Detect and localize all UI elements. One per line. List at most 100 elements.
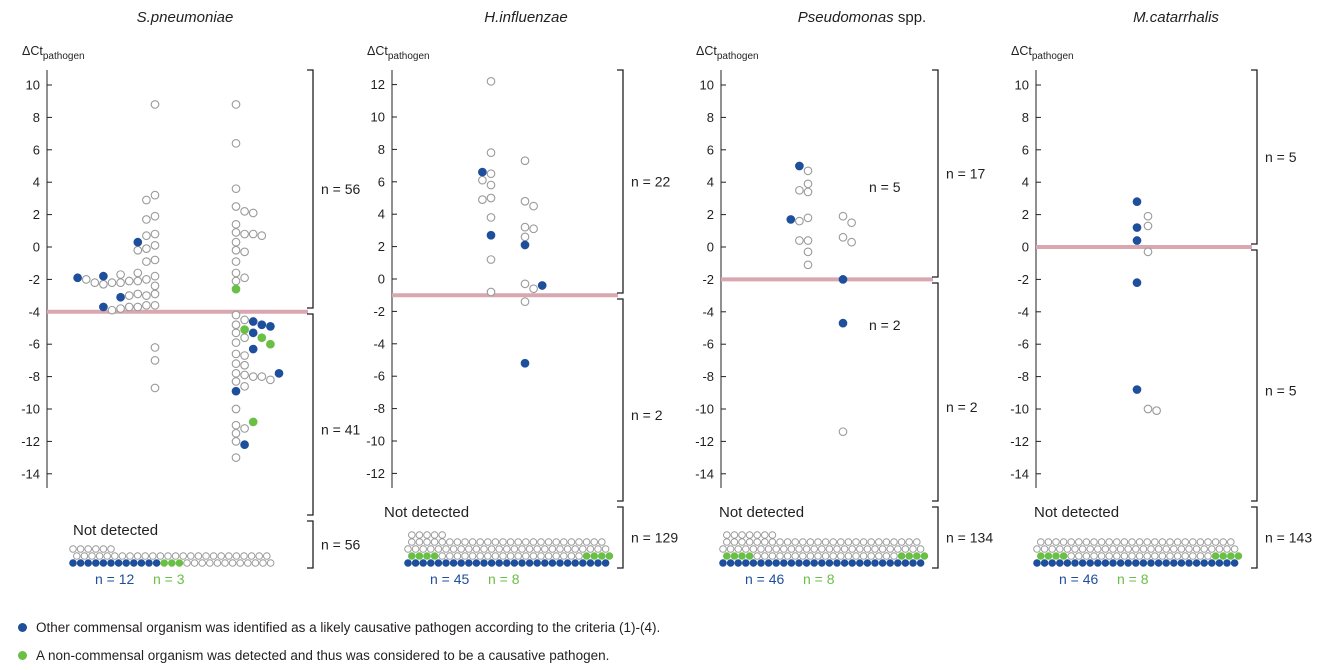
count-above-label: n = 5 bbox=[1265, 149, 1297, 165]
not-detected-dot-open bbox=[468, 552, 477, 560]
not-detected-dot-open bbox=[544, 552, 553, 560]
data-point-blue bbox=[73, 273, 82, 283]
y-tick-label: 2 bbox=[378, 239, 385, 254]
not-detected-dot-open bbox=[1181, 538, 1189, 546]
not-detected-blue-count: n = 45 bbox=[430, 571, 470, 587]
bracket-above bbox=[932, 69, 939, 278]
data-point-open bbox=[520, 279, 530, 289]
not-detected-dot-open bbox=[916, 545, 925, 553]
data-point-open bbox=[231, 328, 241, 338]
not-detected-dot-open bbox=[753, 538, 762, 546]
panel-title-suffix: spp. bbox=[894, 9, 927, 26]
not-detected-dot-open bbox=[594, 545, 602, 553]
not-detected-dot-open bbox=[244, 559, 252, 567]
not-detected-dot-open bbox=[1033, 545, 1041, 553]
legend-blue-dot-icon bbox=[18, 623, 27, 632]
y-axis-label-main: ΔCt bbox=[22, 44, 43, 58]
y-tick-label: -12 bbox=[21, 434, 40, 449]
data-point-open bbox=[795, 216, 804, 226]
not-detected-dot-open bbox=[552, 552, 561, 560]
data-point-open bbox=[486, 77, 496, 86]
data-point-open bbox=[99, 279, 108, 289]
data-point-green bbox=[231, 284, 241, 294]
not-detected-dot-open bbox=[1151, 552, 1159, 560]
count-above-label: n = 56 bbox=[321, 181, 361, 197]
not-detected-dot-blue bbox=[137, 559, 146, 567]
bracket-not-detected bbox=[617, 506, 624, 569]
y-tick-label: 2 bbox=[33, 207, 40, 222]
not-detected-dot-open bbox=[745, 538, 754, 546]
not-detected-dot-open bbox=[251, 559, 260, 567]
data-point-open bbox=[142, 244, 151, 253]
data-point-open bbox=[486, 193, 496, 203]
not-detected-dot-open bbox=[1215, 545, 1224, 553]
not-detected-dot-open bbox=[875, 552, 883, 560]
not-detected-dot-open bbox=[411, 545, 420, 553]
y-axis-label: ΔCtpathogen bbox=[22, 44, 85, 62]
not-detected-dot-open bbox=[1166, 552, 1174, 560]
not-detected-dot-open bbox=[859, 538, 868, 546]
not-detected-dot-blue bbox=[878, 559, 887, 567]
not-detected-dot-open bbox=[726, 545, 735, 553]
not-detected-dot-open bbox=[1075, 538, 1083, 546]
data-point-open bbox=[240, 207, 249, 216]
count-not-detected-label: n = 134 bbox=[946, 530, 993, 546]
not-detected-dot-open bbox=[867, 538, 876, 546]
not-detected-dot-open bbox=[1124, 545, 1132, 553]
data-point-blue bbox=[1132, 197, 1142, 206]
legend-green-text: A non-commensal organism was detected an… bbox=[36, 648, 610, 663]
not-detected-dot-blue bbox=[833, 559, 841, 567]
not-detected-dot-open bbox=[1185, 545, 1193, 553]
not-detected-dot-open bbox=[1097, 552, 1106, 560]
not-detected-dot-open bbox=[734, 545, 743, 553]
not-detected-dot-open bbox=[1082, 552, 1091, 560]
y-tick-label: 8 bbox=[378, 142, 385, 157]
not-detected-dot-open bbox=[183, 559, 191, 567]
not-detected-dot-open bbox=[446, 538, 454, 546]
data-point-blue bbox=[116, 292, 125, 302]
not-detected-dot-open bbox=[1048, 545, 1056, 553]
y-tick-label: 0 bbox=[707, 240, 714, 255]
not-detected-dot-green bbox=[160, 559, 168, 567]
not-detected-dot-green bbox=[168, 559, 176, 567]
data-point-blue bbox=[478, 167, 487, 177]
not-detected-dot-open bbox=[780, 545, 788, 553]
not-detected-dot-open bbox=[95, 552, 104, 560]
data-point-open bbox=[1143, 404, 1153, 414]
data-point-open bbox=[150, 211, 160, 221]
not-detected-dot-blue bbox=[787, 559, 796, 567]
y-tick-label: -6 bbox=[1017, 337, 1029, 352]
y-tick-label: -8 bbox=[28, 369, 40, 384]
not-detected-dot-open bbox=[187, 552, 195, 560]
not-detected-dot-open bbox=[202, 552, 210, 560]
data-point-open bbox=[124, 291, 134, 300]
not-detected-dot-open bbox=[194, 552, 203, 560]
not-detected-dot-open bbox=[506, 552, 515, 560]
not-detected-dot-open bbox=[228, 559, 237, 567]
data-point-blue bbox=[99, 302, 108, 312]
not-detected-dot-open bbox=[487, 545, 496, 553]
data-point-open bbox=[231, 100, 241, 109]
not-detected-dot-blue bbox=[122, 559, 130, 567]
not-detected-dot-blue bbox=[556, 559, 564, 567]
not-detected-dot-blue bbox=[1215, 559, 1224, 567]
data-point-open bbox=[240, 424, 249, 433]
y-axis-label: ΔCtpathogen bbox=[1011, 44, 1074, 62]
not-detected-dot-open bbox=[787, 545, 796, 553]
not-detected-dot-blue bbox=[130, 559, 138, 567]
not-detected-dot-blue bbox=[916, 559, 925, 567]
data-point-open bbox=[803, 236, 813, 245]
not-detected-dot-open bbox=[1177, 545, 1186, 553]
not-detected-dot-open bbox=[1135, 552, 1144, 560]
not-detected-dot-open bbox=[764, 545, 773, 553]
data-point-green bbox=[266, 339, 275, 349]
not-detected-dot-open bbox=[1143, 552, 1151, 560]
data-point-open bbox=[116, 270, 125, 279]
not-detected-green-count: n = 8 bbox=[803, 571, 835, 587]
not-detected-dot-open bbox=[814, 538, 822, 546]
not-detected-dot-open bbox=[894, 545, 902, 553]
count-above-label: n = 17 bbox=[946, 166, 986, 182]
not-detected-dot-open bbox=[821, 552, 830, 560]
data-point-open bbox=[133, 268, 143, 278]
